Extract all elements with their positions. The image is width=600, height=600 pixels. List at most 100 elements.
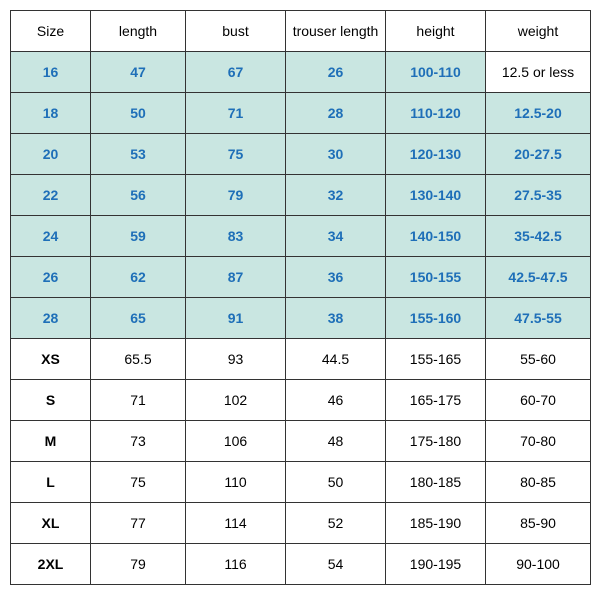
cell-bust: 110 [186, 462, 286, 503]
cell-bust: 87 [186, 257, 286, 298]
col-header-bust: bust [186, 11, 286, 52]
col-header-trouser: trouser length [286, 11, 386, 52]
cell-length: 47 [91, 52, 186, 93]
cell-length: 65 [91, 298, 186, 339]
cell-weight: 90-100 [486, 544, 591, 585]
cell-size: L [11, 462, 91, 503]
cell-height: 185-190 [386, 503, 486, 544]
cell-trouser: 54 [286, 544, 386, 585]
cell-trouser: 36 [286, 257, 386, 298]
cell-height: 130-140 [386, 175, 486, 216]
cell-weight: 42.5-47.5 [486, 257, 591, 298]
cell-size: M [11, 421, 91, 462]
cell-size: 26 [11, 257, 91, 298]
cell-length: 56 [91, 175, 186, 216]
cell-height: 110-120 [386, 93, 486, 134]
cell-length: 79 [91, 544, 186, 585]
cell-weight: 35-42.5 [486, 216, 591, 257]
cell-length: 71 [91, 380, 186, 421]
cell-length: 53 [91, 134, 186, 175]
cell-height: 150-155 [386, 257, 486, 298]
cell-weight: 27.5-35 [486, 175, 591, 216]
table-row: XL7711452185-19085-90 [11, 503, 591, 544]
size-chart-table: Size length bust trouser length height w… [10, 10, 591, 585]
table-row: 28659138155-16047.5-55 [11, 298, 591, 339]
table-body: 16476726100-11012.5 or less18507128110-1… [11, 52, 591, 585]
col-header-size: Size [11, 11, 91, 52]
cell-height: 190-195 [386, 544, 486, 585]
table-row: 22567932130-14027.5-35 [11, 175, 591, 216]
table-row: 18507128110-12012.5-20 [11, 93, 591, 134]
cell-bust: 91 [186, 298, 286, 339]
cell-length: 62 [91, 257, 186, 298]
cell-trouser: 46 [286, 380, 386, 421]
cell-bust: 79 [186, 175, 286, 216]
cell-height: 100-110 [386, 52, 486, 93]
cell-weight: 55-60 [486, 339, 591, 380]
cell-trouser: 44.5 [286, 339, 386, 380]
cell-size: 24 [11, 216, 91, 257]
cell-weight: 60-70 [486, 380, 591, 421]
cell-size: XS [11, 339, 91, 380]
cell-trouser: 52 [286, 503, 386, 544]
cell-size: 20 [11, 134, 91, 175]
cell-length: 59 [91, 216, 186, 257]
cell-trouser: 50 [286, 462, 386, 503]
cell-bust: 116 [186, 544, 286, 585]
cell-height: 155-165 [386, 339, 486, 380]
cell-size: 16 [11, 52, 91, 93]
cell-bust: 106 [186, 421, 286, 462]
cell-weight: 80-85 [486, 462, 591, 503]
cell-weight: 85-90 [486, 503, 591, 544]
cell-height: 175-180 [386, 421, 486, 462]
table-row: L7511050180-18580-85 [11, 462, 591, 503]
cell-bust: 114 [186, 503, 286, 544]
cell-trouser: 34 [286, 216, 386, 257]
cell-trouser: 38 [286, 298, 386, 339]
table-row: 26628736150-15542.5-47.5 [11, 257, 591, 298]
table-row: S7110246165-17560-70 [11, 380, 591, 421]
cell-weight: 12.5-20 [486, 93, 591, 134]
cell-size: 18 [11, 93, 91, 134]
cell-weight: 12.5 or less [486, 52, 591, 93]
cell-bust: 71 [186, 93, 286, 134]
table-row: 2XL7911654190-19590-100 [11, 544, 591, 585]
cell-size: S [11, 380, 91, 421]
cell-trouser: 30 [286, 134, 386, 175]
table-row: XS65.59344.5155-16555-60 [11, 339, 591, 380]
cell-trouser: 26 [286, 52, 386, 93]
table-row: 16476726100-11012.5 or less [11, 52, 591, 93]
table-row: 24598334140-15035-42.5 [11, 216, 591, 257]
cell-length: 65.5 [91, 339, 186, 380]
col-header-height: height [386, 11, 486, 52]
cell-weight: 47.5-55 [486, 298, 591, 339]
col-header-length: length [91, 11, 186, 52]
cell-length: 73 [91, 421, 186, 462]
cell-trouser: 28 [286, 93, 386, 134]
table-row: 20537530120-13020-27.5 [11, 134, 591, 175]
cell-size: 28 [11, 298, 91, 339]
cell-height: 165-175 [386, 380, 486, 421]
cell-bust: 83 [186, 216, 286, 257]
cell-height: 120-130 [386, 134, 486, 175]
table-row: M7310648175-18070-80 [11, 421, 591, 462]
cell-weight: 70-80 [486, 421, 591, 462]
cell-size: XL [11, 503, 91, 544]
cell-trouser: 48 [286, 421, 386, 462]
cell-trouser: 32 [286, 175, 386, 216]
cell-size: 22 [11, 175, 91, 216]
cell-length: 50 [91, 93, 186, 134]
cell-bust: 75 [186, 134, 286, 175]
cell-bust: 93 [186, 339, 286, 380]
cell-bust: 102 [186, 380, 286, 421]
cell-bust: 67 [186, 52, 286, 93]
cell-weight: 20-27.5 [486, 134, 591, 175]
cell-length: 77 [91, 503, 186, 544]
table-header-row: Size length bust trouser length height w… [11, 11, 591, 52]
cell-size: 2XL [11, 544, 91, 585]
cell-length: 75 [91, 462, 186, 503]
cell-height: 180-185 [386, 462, 486, 503]
cell-height: 140-150 [386, 216, 486, 257]
cell-height: 155-160 [386, 298, 486, 339]
col-header-weight: weight [486, 11, 591, 52]
